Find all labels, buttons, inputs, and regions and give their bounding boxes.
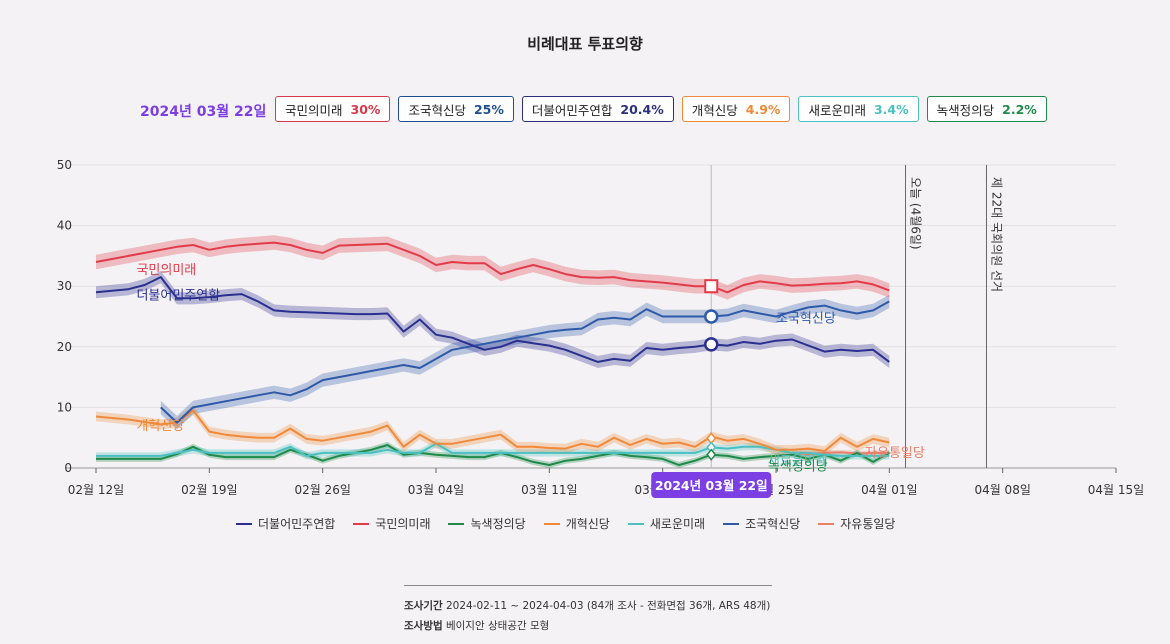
legend-label: 녹색정의당 [470,517,526,531]
legend-swatch [818,522,835,525]
series-line [95,241,890,294]
x-tick-label: 04월 01일 [861,483,917,497]
legend-label: 국민의미래 [375,517,431,531]
survey-period: 조사기간 2024-02-11 ~ 2024-04-03 (84개 조사 - 전… [404,596,772,616]
highlight-point [703,337,719,352]
series-label: 더불어민주연합 [136,289,220,304]
method-label: 조사방법 [404,620,443,632]
y-tick-label: 10 [57,400,72,414]
method-value: 베이지안 상태공간 모형 [445,620,550,632]
series-label: 새로운미래 [768,454,828,469]
badge-4[interactable]: 개혁신당 4.9% [681,96,791,122]
legend-label: 새로운미래 [649,517,706,531]
legend-swatch [723,522,740,525]
badge-pct: 3.4% [873,101,909,117]
highlight-point [706,448,717,461]
legend-swatch [627,522,644,525]
series-band [96,440,890,460]
badge-pct: 20.4% [620,101,664,117]
series-band [96,235,890,300]
highlight-point [703,309,719,324]
series-line [95,409,890,452]
series-line [792,451,890,456]
survey-method: 조사방법 베이지안 상태공간 모형 [404,616,772,636]
x-tick-label: 02월 19일 [181,483,237,497]
legend-item[interactable]: 개혁신당 [543,515,610,532]
period-label: 조사기간 [404,600,443,612]
legend-item[interactable]: 새로운미래 [627,515,706,532]
chart-title: 비례대표 투표의향 [527,35,643,53]
survey-info: 조사기간 2024-02-11 ~ 2024-04-03 (84개 조사 - 전… [404,585,772,636]
badge-pct: 25% [473,101,504,117]
legend-item[interactable]: 더불어민주연합 [236,515,335,532]
y-tick-label: 20 [57,340,72,354]
x-tick-label: 03월 04일 [408,483,464,497]
legend-swatch [353,522,370,525]
series-line [160,300,890,424]
badge-name: 녹색정의당 [936,102,995,118]
badge-6[interactable]: 녹색정의당 2.2% [926,96,1047,122]
series-label: 개혁신당 [136,419,184,434]
series-band [160,294,890,430]
legend-label: 자유통일당 [840,517,896,531]
series-label: 녹색정의당 [768,459,828,474]
y-tick-label: 0 [64,461,72,475]
legend-swatch [543,522,560,525]
badge-pct: 2.2% [1002,101,1037,117]
period-value: 2024-02-11 ~ 2024-04-03 (84개 조사 - 전화면접 3… [445,600,771,612]
y-tick-label: 50 [57,158,72,172]
x-tick-label: 04월 08일 [974,483,1030,497]
legend-item[interactable]: 국민의미래 [353,515,430,532]
y-tick-label: 40 [57,219,72,233]
badge-1[interactable]: 국민의미래 30% [275,96,391,122]
badge-pct: 30% [350,101,381,117]
badge-name: 더불어민주연합 [531,102,613,118]
badge-pct: 4.9% [745,101,781,117]
series-line [96,444,890,466]
series-line [96,442,890,457]
x-tick-label: 03월 11일 [521,483,577,497]
legend-item[interactable]: 조국혁신당 [723,515,800,532]
badge-name: 개혁신당 [691,102,738,118]
x-tick-label: 02월 12일 [68,483,124,497]
series-label: 조국혁신당 [776,312,836,327]
line-chart[interactable]: 0 10 20 30 40 50 02월 12일 02월 19일 02월 26일 03월 04일 0… [0,0,1170,510]
series-label: 국민의미래 [136,263,196,278]
hover-date-label: 2024년 03월 22일 [655,478,768,493]
legend-label: 조국혁신당 [745,517,801,531]
badge-3[interactable]: 더불어민주연합 20.4% [521,96,674,122]
event-label: 오늘 (4월6일) [909,177,923,250]
badge-name: 국민의미래 [285,102,343,118]
series-band [96,405,890,456]
x-tick-label: 02월 26일 [294,483,350,497]
badge-name: 새로운미래 [808,102,866,118]
legend-label: 더불어민주연합 [258,517,336,531]
legend-swatch [236,522,252,525]
selected-date: 2024년 03월 22일 [140,104,267,120]
series-band [96,271,890,368]
hover-date-box [651,472,772,498]
legend-swatch [448,522,465,525]
series-label: 자유통일당 [865,446,925,461]
legend-item[interactable]: 녹색정의당 [448,515,526,532]
badge-2[interactable]: 조국혁신당 25% [398,96,514,122]
legend-item[interactable]: 자유통일당 [818,515,895,532]
legend: 더불어민주연합 국민의미래 녹색정의당 개혁신당 새로운미래 조국혁신당 자유통일당 [236,515,895,532]
legend-label: 개혁신당 [565,517,610,531]
hover-date-tag: 2024년 03월 22일 [651,472,772,498]
y-tick-label: 30 [57,279,72,293]
event-label: 제 22대 국회의원 선거 [989,177,1003,292]
badge-row: 국민의미래 30% 조국혁신당 25% 더불어민주연합 20.4% 개혁신당 4.9% 새로운미… [275,96,1047,122]
highlight-point [704,279,719,294]
badge-5[interactable]: 새로운미래 3.4% [798,96,919,122]
badge-name: 조국혁신당 [408,102,466,118]
x-tick-label: 04월 15일 [1088,483,1144,497]
series-line [95,276,890,363]
